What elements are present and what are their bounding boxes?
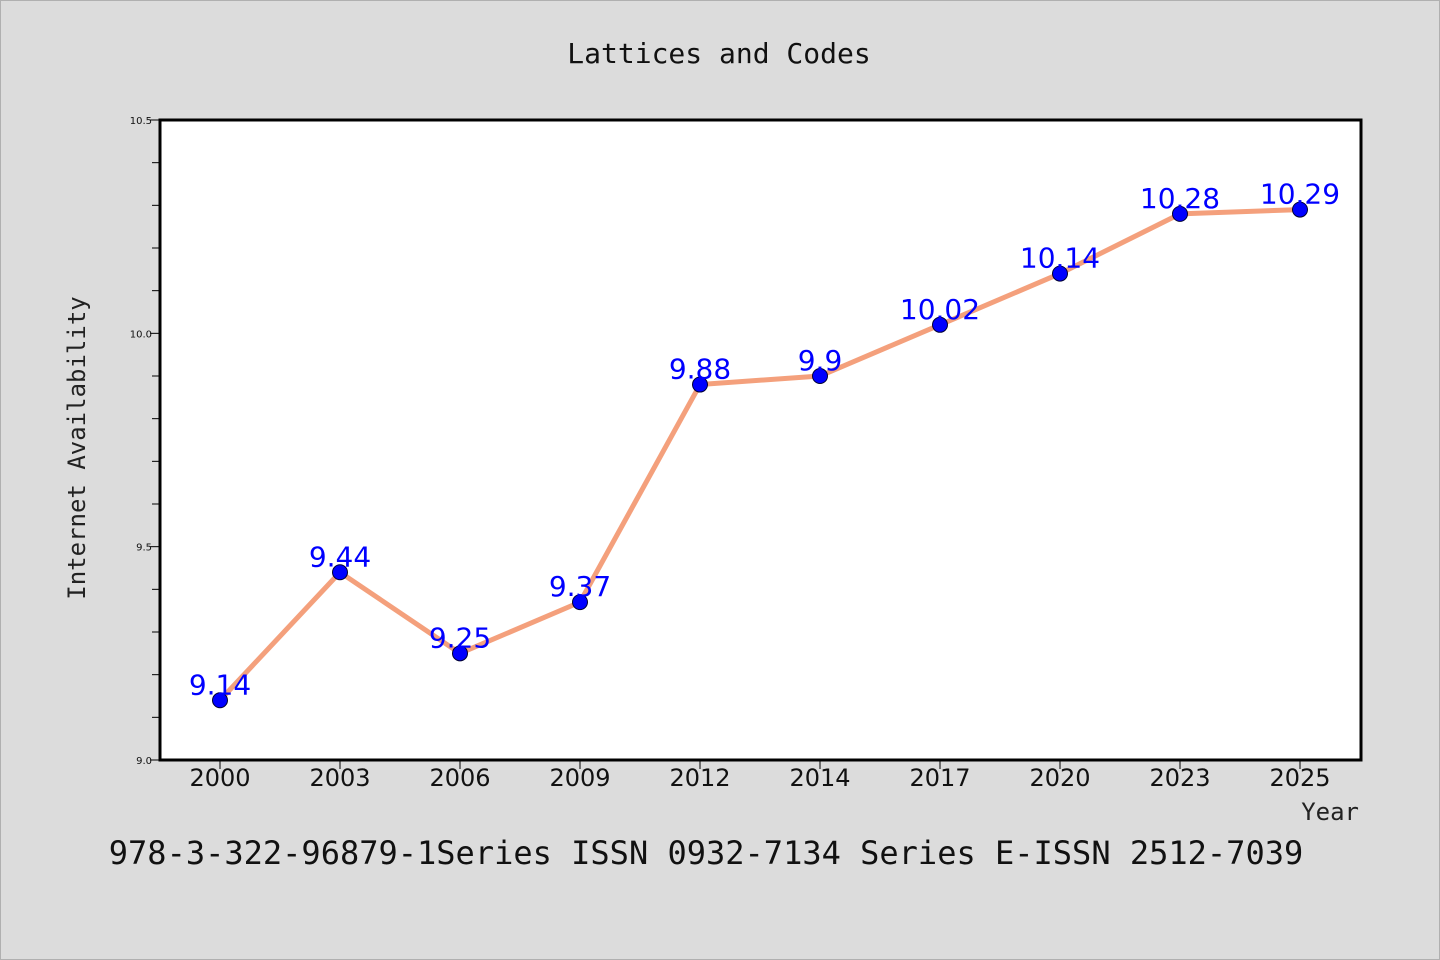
x-axis-label: Year xyxy=(1301,798,1359,826)
data-point xyxy=(692,376,708,393)
plot-area xyxy=(158,118,1363,762)
data-point xyxy=(1172,205,1188,222)
data-point xyxy=(932,316,948,333)
data-point xyxy=(1052,265,1068,282)
y-axis: 9.0 9.5 10.0 10.5 xyxy=(130,116,159,767)
x-axis: 2000 2003 2006 2009 2012 2014 2017 2020 2023 2025 xyxy=(189,761,1331,792)
data-label: 9.9 xyxy=(798,344,843,377)
data-label: 9.44 xyxy=(309,540,371,573)
x-tick-label: 2009 xyxy=(549,764,610,792)
data-label: 9.88 xyxy=(669,353,731,386)
data-label: 10.02 xyxy=(900,293,980,326)
y-tick-label: 9.5 xyxy=(136,543,152,554)
data-labels: 9.14 9.44 9.25 9.37 9.88 9.9 10.02 10.14 10.28 10… xyxy=(189,178,1340,702)
y-tick-label: 10.5 xyxy=(130,116,152,127)
data-point xyxy=(572,594,588,611)
y-tick-label: 10.0 xyxy=(130,329,152,340)
series-line xyxy=(217,207,1303,703)
data-label: 9.37 xyxy=(549,570,611,603)
data-point xyxy=(332,564,348,581)
data-point xyxy=(452,645,468,662)
chart-title: Lattices and Codes xyxy=(567,37,870,70)
data-label: 10.29 xyxy=(1260,178,1340,211)
x-tick-label: 2023 xyxy=(1149,764,1210,792)
data-point xyxy=(812,368,828,384)
y-axis-label: Internet Availability xyxy=(63,296,91,599)
x-tick-label: 2000 xyxy=(189,764,250,792)
data-label: 9.25 xyxy=(429,621,491,654)
data-label: 10.28 xyxy=(1140,182,1220,215)
x-tick-label: 2006 xyxy=(429,764,490,792)
data-point xyxy=(212,692,228,709)
data-label: 10.14 xyxy=(1020,242,1100,275)
x-tick-label: 2014 xyxy=(789,764,850,792)
x-tick-label: 2025 xyxy=(1269,764,1330,792)
x-tick-label: 2003 xyxy=(309,764,370,792)
x-tick-label: 2017 xyxy=(909,764,970,792)
x-tick-label: 2012 xyxy=(669,764,730,792)
footer-text: 978-3-322-96879-1Series ISSN 0932-7134 S… xyxy=(109,834,1303,872)
series-markers xyxy=(212,201,1308,709)
data-label: 9.14 xyxy=(189,668,251,701)
x-tick-label: 2020 xyxy=(1029,764,1090,792)
data-point xyxy=(1292,201,1308,218)
y-tick-label: 9.0 xyxy=(136,756,152,767)
